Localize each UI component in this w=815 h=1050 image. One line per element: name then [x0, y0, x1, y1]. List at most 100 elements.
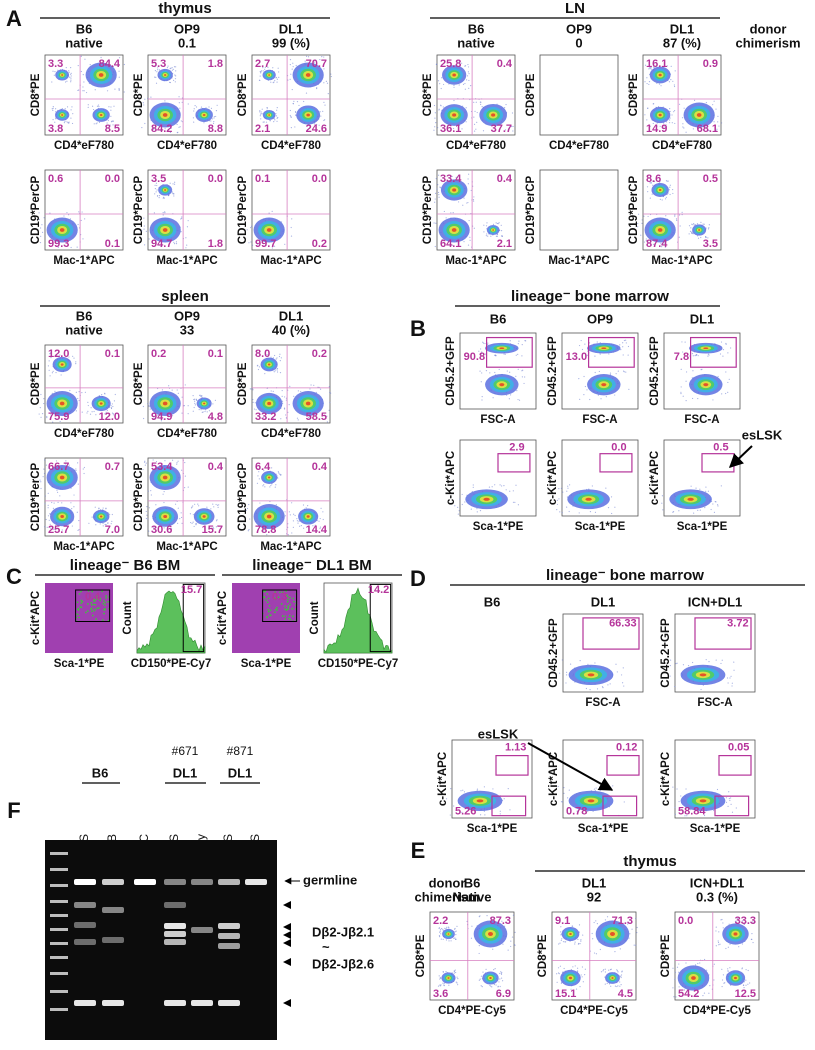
event-dot — [442, 929, 443, 930]
x-axis-label: Sca-1*PE — [241, 658, 292, 670]
event-dot — [167, 67, 168, 68]
event-dot — [678, 510, 679, 511]
event-dot — [100, 523, 101, 524]
event-dot — [646, 77, 647, 78]
event-dot — [699, 962, 700, 963]
event-dot — [271, 390, 272, 391]
event-dot — [589, 399, 590, 400]
event-dot — [75, 363, 76, 364]
event-dot — [674, 123, 675, 124]
event-dot — [259, 111, 260, 112]
event-dot — [666, 197, 667, 198]
y-axis-label: CD19*PerCP — [30, 462, 42, 531]
event-dot — [505, 104, 506, 105]
event-dot — [680, 392, 681, 393]
cell-cloud — [447, 977, 449, 979]
event-dot — [617, 971, 618, 972]
event-dot — [435, 112, 436, 113]
event-dot — [439, 83, 440, 84]
event-dot — [289, 597, 291, 599]
plot-frame — [540, 55, 618, 135]
event-dot — [582, 966, 583, 967]
event-dot — [261, 111, 262, 112]
x-axis-label: Mac-1*APC — [156, 541, 217, 553]
event-dot — [69, 77, 70, 78]
event-dot — [438, 194, 439, 195]
event-dot — [95, 507, 96, 508]
panel-title: thymus — [158, 0, 211, 17]
event-dot — [557, 982, 558, 983]
quadrant-value: 6.9 — [496, 988, 511, 1000]
event-dot — [466, 79, 467, 80]
event-dot — [284, 244, 285, 245]
event-dot — [722, 356, 723, 357]
event-dot — [323, 102, 324, 103]
event-dot — [722, 979, 723, 980]
event-dot — [669, 122, 670, 123]
event-dot — [176, 462, 177, 463]
event-dot — [303, 504, 304, 505]
event-dot — [177, 389, 178, 390]
event-dot — [498, 981, 499, 982]
event-dot — [105, 595, 107, 597]
event-dot — [473, 199, 474, 200]
event-dot — [215, 504, 216, 505]
event-dot — [249, 518, 250, 519]
gate-value: 0.05 — [728, 742, 749, 754]
event-dot — [570, 664, 571, 665]
quadrant-value: 2.1 — [497, 238, 512, 250]
event-dot — [290, 115, 291, 116]
event-dot — [146, 231, 147, 232]
event-dot — [721, 341, 722, 342]
event-dot — [250, 227, 251, 228]
event-dot — [693, 223, 694, 224]
quadrant-value: 0.1 — [105, 348, 120, 360]
event-dot — [468, 80, 469, 81]
event-dot — [697, 398, 698, 399]
event-dot — [260, 71, 261, 72]
event-dot — [264, 373, 265, 374]
event-dot — [644, 114, 645, 115]
x-axis-label: CD4*eF780 — [446, 140, 506, 152]
event-dot — [113, 106, 114, 107]
event-dot — [672, 193, 673, 194]
event-dot — [566, 507, 567, 508]
ladder-band — [50, 884, 68, 887]
column-header: B6 — [464, 875, 481, 890]
event-dot — [218, 504, 219, 505]
event-dot — [287, 605, 289, 607]
event-dot — [316, 88, 317, 89]
cell-cloud — [268, 477, 270, 479]
event-dot — [172, 389, 173, 390]
event-dot — [709, 985, 710, 986]
event-dot — [329, 386, 330, 387]
event-dot — [647, 186, 648, 187]
event-dot — [331, 76, 332, 77]
event-dot — [114, 400, 115, 401]
event-dot — [293, 514, 294, 515]
event-dot — [677, 967, 678, 968]
event-dot — [455, 934, 456, 935]
event-dot — [696, 354, 697, 355]
event-dot — [567, 797, 568, 798]
cell-cloud — [588, 673, 595, 676]
event-dot — [691, 232, 692, 233]
event-dot — [66, 67, 67, 68]
event-dot — [83, 81, 84, 82]
event-dot — [474, 131, 475, 132]
column-header: DL1 — [279, 308, 304, 323]
event-dot — [686, 371, 687, 372]
event-dot — [595, 512, 596, 513]
event-dot — [487, 236, 488, 237]
event-dot — [621, 984, 622, 985]
event-dot — [78, 483, 79, 484]
event-dot — [272, 67, 273, 68]
event-dot — [685, 132, 686, 133]
event-dot — [513, 915, 514, 916]
gate-value: 0.5 — [713, 442, 728, 454]
event-dot — [291, 218, 292, 219]
quadrant-value: 75.9 — [48, 411, 69, 423]
event-dot — [42, 413, 43, 414]
event-dot — [444, 211, 445, 212]
cell-cloud — [60, 402, 65, 406]
